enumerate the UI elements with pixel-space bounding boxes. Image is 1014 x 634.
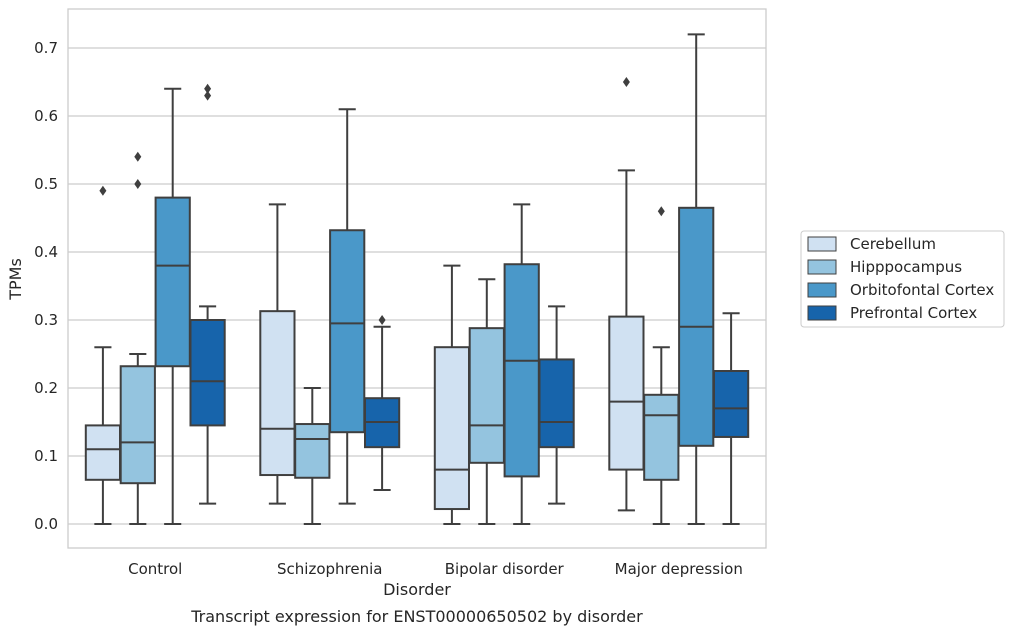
plot-frame [67,8,767,549]
legend-swatch [807,259,837,275]
boxes-layer [84,33,750,525]
figure-caption: Transcript expression for ENST0000065050… [190,607,643,626]
legend-frame [800,230,1005,328]
box-group [294,387,331,525]
box-iqr [503,263,540,478]
legend: Cerebellum Hipppocampus Orbitofontal Corte… [800,230,1005,328]
y-axis-title: TPMs [6,258,25,301]
box-group [643,206,680,525]
box-group [189,83,226,505]
legend-swatch [807,236,837,252]
box-iqr [294,423,331,479]
legend-swatch [807,305,837,321]
box-iqr [433,346,471,511]
outlier-point [99,185,107,196]
box-group [84,185,122,525]
y-tick-labels: 0.0 0.1 0.2 0.3 0.4 0.5 0.6 0.7 [34,39,58,533]
box-group [678,33,715,525]
box-iqr [608,315,645,471]
outlier-point [204,83,212,94]
box-group [329,108,366,505]
x-tick-label: Major depression [615,560,743,578]
box-iqr [643,393,680,481]
box-iqr [538,358,575,449]
box-iqr [329,229,366,434]
box-group [608,77,645,512]
legend-swatch [807,282,837,298]
box-group [468,278,505,525]
x-tick-label: Schizophrenia [277,560,382,578]
box-iqr [712,370,750,438]
x-axis-title: Disorder [383,580,451,599]
box-iqr [84,424,122,481]
x-tick-label: Bipolar disorder [445,560,565,578]
box-iqr [259,310,296,477]
x-tick-label: Control [128,560,182,578]
legend-label: Orbitofontal Cortex [850,281,994,299]
box-iqr [154,196,191,368]
box-group [712,312,750,525]
box-group [259,203,296,505]
outlier-point [134,179,142,189]
box-iqr [189,319,226,427]
y-tick-label: 0.0 [34,515,58,533]
box-group [154,87,191,525]
box-group [119,151,156,525]
box-group [538,305,575,505]
y-tick-label: 0.1 [34,447,58,465]
box-group [433,264,471,525]
y-tick-label: 0.3 [34,311,58,329]
legend-label: Prefrontal Cortex [850,304,977,322]
outlier-point [622,77,630,87]
legend-label: Hipppocampus [850,258,962,276]
outlier-point [378,315,386,325]
y-tick-label: 0.7 [34,39,58,57]
y-tick-label: 0.4 [34,243,58,261]
y-tick-label: 0.5 [34,175,58,193]
legend-label: Cerebellum [850,235,936,253]
y-tick-label: 0.6 [34,107,58,125]
x-tick-labels: Control Schizophrenia Bipolar disorder Majo… [128,560,743,578]
box-group [503,203,540,525]
outlier-point [657,206,665,217]
box-iqr [468,327,505,464]
box-group [363,315,401,491]
box-iqr [119,365,156,485]
outlier-point [134,151,142,162]
outlier-point [204,90,212,101]
y-tick-label: 0.2 [34,379,58,397]
